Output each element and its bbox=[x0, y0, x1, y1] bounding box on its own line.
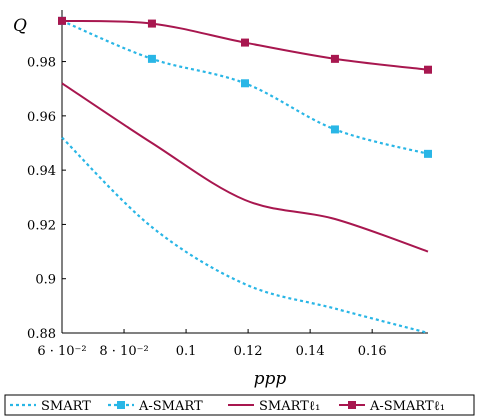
x-tick-label: 0.1 bbox=[176, 344, 197, 359]
data-point bbox=[58, 17, 66, 25]
legend-label: SMARTℓ₁ bbox=[259, 399, 320, 414]
y-tick-label: 0.9 bbox=[35, 273, 56, 288]
data-point bbox=[148, 55, 156, 63]
x-tick-label: 0.16 bbox=[358, 344, 387, 359]
series-3 bbox=[62, 83, 428, 251]
series-4 bbox=[58, 17, 432, 74]
series-layer bbox=[58, 17, 432, 333]
x-tick-label: 6 · 10⁻² bbox=[37, 344, 86, 359]
legend-marker bbox=[117, 401, 125, 409]
x-tick-label: 8 · 10⁻² bbox=[99, 344, 148, 359]
legend-label: SMART bbox=[41, 399, 91, 414]
legend-marker bbox=[348, 401, 356, 409]
legend: SMART A-SMART SMARTℓ₁ A-SMARTℓ₁ bbox=[5, 395, 474, 415]
data-point bbox=[424, 66, 432, 74]
y-tick-label: 0.88 bbox=[27, 327, 56, 342]
data-point bbox=[331, 55, 339, 63]
legend-label: A-SMARTℓ₁ bbox=[369, 399, 445, 414]
data-point bbox=[148, 20, 156, 28]
series-2 bbox=[58, 17, 432, 158]
data-point bbox=[241, 79, 249, 87]
legend-label: A-SMART bbox=[138, 399, 203, 414]
x-axis-label: ppp bbox=[254, 369, 287, 389]
series-line bbox=[62, 138, 428, 333]
data-point bbox=[424, 150, 432, 158]
series-1 bbox=[62, 138, 428, 333]
y-tick-label: 0.94 bbox=[27, 164, 56, 179]
x-tick-label: 0.14 bbox=[296, 344, 325, 359]
y-tick-label: 0.92 bbox=[27, 218, 56, 233]
y-axis-label: Q bbox=[13, 16, 27, 36]
y-tick-label: 0.96 bbox=[27, 110, 56, 125]
data-point bbox=[241, 39, 249, 47]
y-tick-label: 0.98 bbox=[27, 56, 56, 71]
series-line bbox=[62, 83, 428, 251]
ticks: 6 · 10⁻² 8 · 10⁻² 0.1 0.12 0.14 0.16 0.88 0.9 0.… bbox=[27, 56, 387, 359]
x-tick-label: 0.12 bbox=[234, 344, 263, 359]
data-point bbox=[331, 125, 339, 133]
